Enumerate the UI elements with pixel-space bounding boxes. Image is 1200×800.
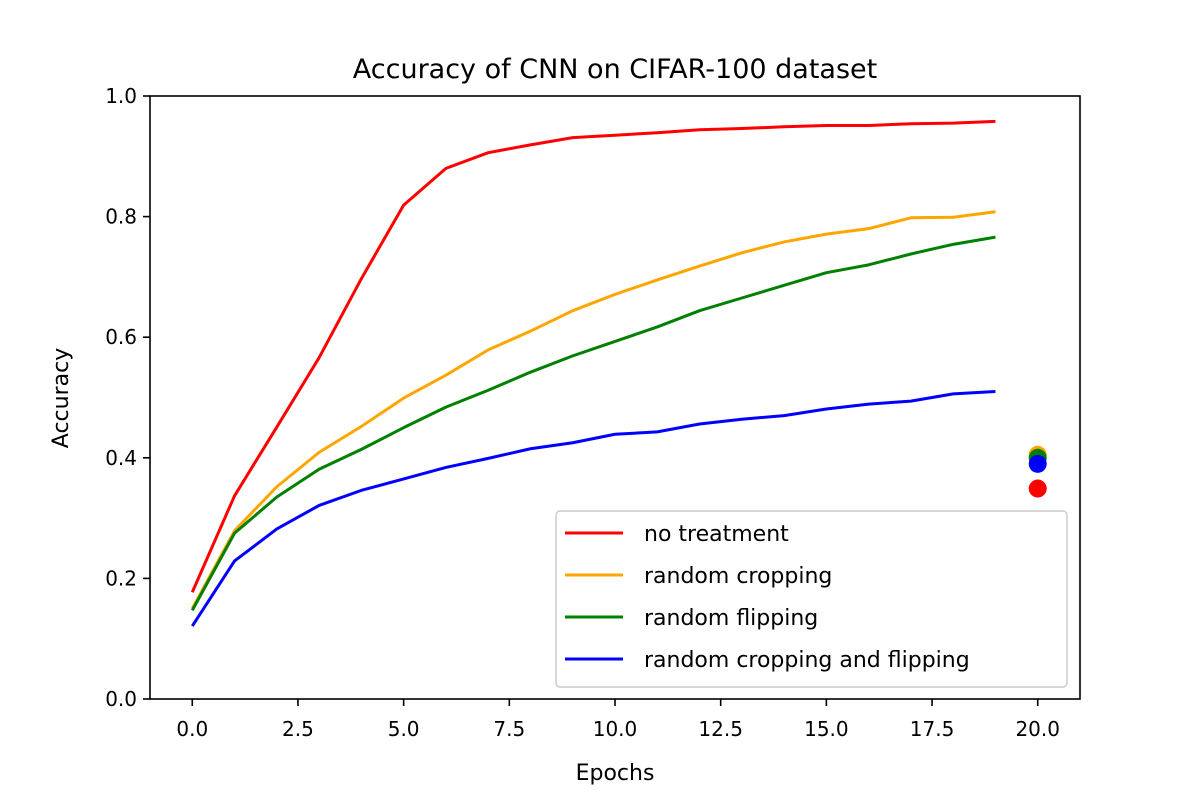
x-tick-label: 5.0 xyxy=(388,717,420,741)
chart-title: Accuracy of CNN on CIFAR-100 dataset xyxy=(353,54,877,85)
legend-label-1: random cropping xyxy=(644,564,832,589)
y-axis-label: Accuracy xyxy=(49,348,74,448)
y-tick-label: 0.8 xyxy=(105,205,137,229)
x-tick-label: 12.5 xyxy=(698,717,743,741)
x-tick-label: 0.0 xyxy=(176,717,208,741)
y-tick-label: 0.6 xyxy=(105,325,137,349)
legend: no treatment random cropping random flippi… xyxy=(555,510,1068,688)
legend-label-2: random flipping xyxy=(644,606,818,631)
y-tick-label: 0.0 xyxy=(105,687,137,711)
series-line-1 xyxy=(190,210,996,610)
x-tick-label: 2.5 xyxy=(282,717,314,741)
legend-box xyxy=(555,510,1068,688)
series-test-point-0 xyxy=(1028,479,1047,498)
x-axis-label: Epochs xyxy=(576,761,655,786)
legend-label-0: no treatment xyxy=(644,522,789,547)
x-tick-label: 7.5 xyxy=(493,717,525,741)
y-tick-label: 1.0 xyxy=(105,84,137,108)
x-tick-label: 10.0 xyxy=(593,717,638,741)
plot-area: 0.0 2.5 5.0 7.5 10.0 12.5 15.0 17.5 20.0 0.0 0.2 0.… xyxy=(105,84,1081,741)
x-tick-label: 20.0 xyxy=(1015,717,1060,741)
series-line-3 xyxy=(191,389,996,627)
series-line-2 xyxy=(190,235,996,612)
series-line-0 xyxy=(190,119,996,593)
x-tick-label: 15.0 xyxy=(804,717,849,741)
y-tick-label: 0.2 xyxy=(105,566,137,590)
y-tick-label: 0.4 xyxy=(105,446,137,470)
legend-label-3: random cropping and flipping xyxy=(644,648,970,673)
x-tick-label: 17.5 xyxy=(910,717,955,741)
series-test-point-3 xyxy=(1028,454,1047,473)
